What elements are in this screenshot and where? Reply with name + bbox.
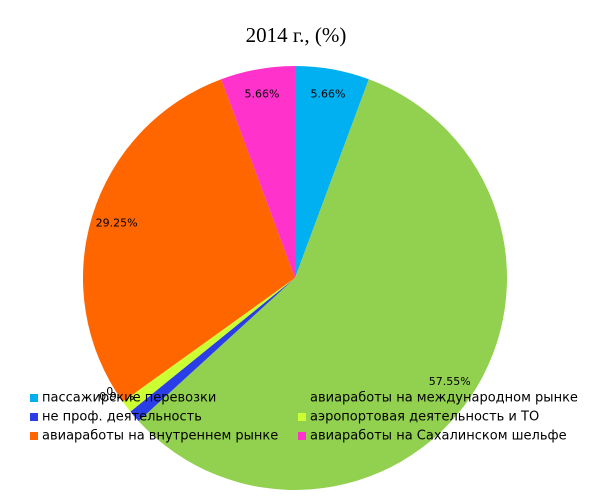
legend-swatch [30,413,38,421]
pie-slice [82,79,295,402]
legend-swatch [298,413,306,421]
value-label: 5.66% [245,87,280,100]
legend-label: авиаработы на международном рынке [310,391,578,406]
legend-swatch [30,394,38,402]
pie-slice [138,79,507,490]
pie-slice [130,278,295,422]
value-label: 57.55% [429,375,471,388]
value-label: 29.25% [96,217,138,230]
legend-label: не проф. деятельность [42,410,202,425]
pie-slice [122,278,295,412]
legend-label: авиаработы на Сахалинском шельфе [310,429,567,444]
legend-swatch [30,432,38,440]
legend-label: пассажирские перевозки [42,391,216,406]
pie-slice [295,66,369,278]
legend-label: авиаработы на внутреннем рынке [42,429,278,444]
value-label: 5.66% [311,87,346,100]
legend-swatch [298,394,306,402]
chart-title: 2014 г., (%) [246,23,347,47]
legend-label: аэропортовая деятельность и ТО [310,410,539,425]
legend-swatch [298,432,306,440]
pie-slice [221,66,295,278]
